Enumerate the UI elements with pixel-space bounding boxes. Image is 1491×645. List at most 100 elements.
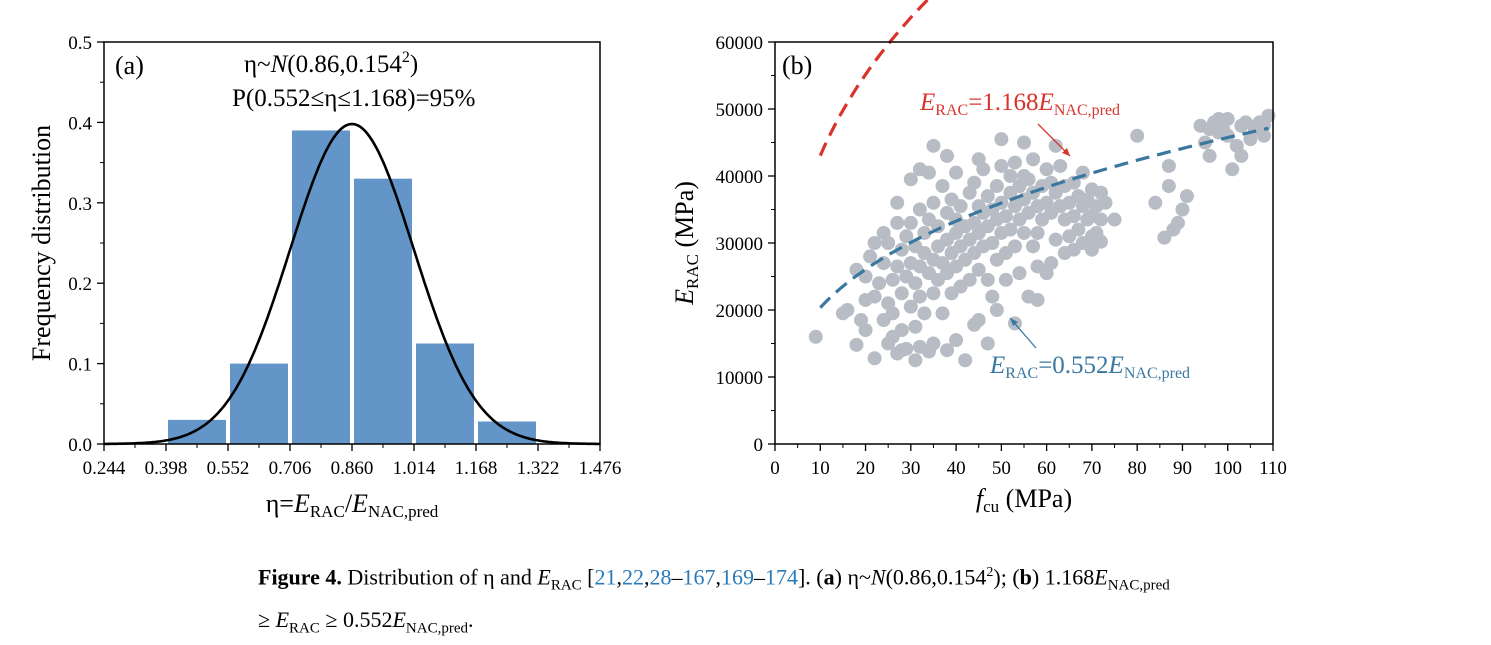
upper-arrow-head — [1062, 148, 1070, 156]
scatter-point — [840, 303, 855, 317]
caption-var: E — [1094, 564, 1108, 590]
x-axis-label-b: fcu (MPa) — [976, 484, 1072, 516]
y-tick-label: 0.2 — [68, 274, 92, 295]
caption-ref-link[interactable]: 169 — [720, 564, 754, 590]
y-tick-label: 0.4 — [68, 113, 92, 134]
scatter-point — [1179, 189, 1194, 204]
scatter-point — [926, 286, 941, 301]
scatter-point — [958, 353, 973, 368]
caption-text: Distribution of η and — [341, 564, 538, 590]
y-axis-label-a: Frequency distribution — [27, 125, 56, 361]
scatter-point — [890, 195, 905, 210]
scatter-point — [908, 319, 923, 334]
scatter-point — [885, 272, 900, 287]
scatter-point — [1256, 128, 1271, 143]
caption-sup: 2 — [986, 565, 994, 580]
scatter-point — [1093, 234, 1108, 249]
scatter-point — [899, 229, 914, 244]
scatter-point — [953, 199, 968, 214]
panel-b: 0 10 20 30 40 50 60 70 80 90 100 110 0 10000 20000 3000… — [670, 0, 1287, 516]
x-tick-label: 0.244 — [83, 458, 126, 479]
scatter-point — [1161, 158, 1176, 173]
caption-ref-link[interactable]: 22 — [621, 564, 644, 590]
scatter-point — [890, 259, 905, 274]
caption-ref-link[interactable]: 174 — [764, 564, 798, 590]
scatter-point — [980, 189, 995, 204]
panel-label-b: (b) — [782, 51, 812, 80]
caption-text: . — [467, 606, 474, 632]
x-tick-label: 1.476 — [579, 458, 622, 479]
scatter-point — [998, 272, 1013, 287]
caption-ref-link[interactable]: 21 — [594, 564, 617, 590]
scatter-point — [1026, 239, 1041, 254]
axis-ticks-b: 0 10 20 30 40 50 60 70 80 90 100 110 0 10000 20000 3000… — [716, 33, 1287, 479]
histogram-bar — [354, 178, 412, 444]
scatter-point — [971, 152, 986, 167]
scatter-point — [921, 344, 936, 359]
caption-text: ); ( — [993, 564, 1020, 590]
scatter-point — [912, 162, 927, 177]
scatter-point — [1066, 209, 1081, 224]
scatter-point — [989, 179, 1004, 194]
histogram-bar — [416, 343, 474, 444]
scatter-point — [908, 353, 923, 368]
scatter-point — [917, 306, 932, 321]
scatter-point — [876, 256, 891, 271]
distribution-annotation: η~N(0.86,0.1542) — [244, 49, 418, 78]
caption-var: E — [392, 606, 406, 632]
caption-text: ≥ 0.552 — [319, 606, 393, 632]
scatter-point — [912, 289, 927, 304]
caption-text: , — [643, 564, 650, 590]
caption-text: – — [671, 564, 683, 590]
scatter-point — [867, 351, 882, 366]
histogram-bar — [230, 363, 288, 444]
caption-var: E — [275, 606, 290, 632]
scatter-point — [912, 202, 927, 217]
scatter-point — [808, 329, 823, 344]
caption-text: – — [753, 564, 765, 590]
x-tick-label: 30 — [901, 458, 920, 479]
scatter-point — [1211, 112, 1226, 127]
y-tick-label: 50000 — [716, 100, 764, 121]
scatter-point — [1175, 202, 1190, 217]
scatter-point — [1053, 158, 1068, 173]
x-tick-label: 10 — [811, 458, 830, 479]
scatter-point — [1017, 225, 1031, 240]
scatter-point — [1012, 266, 1027, 281]
scatter-point — [1161, 179, 1176, 194]
x-tick-label: 100 — [1213, 458, 1242, 479]
scatter-point — [1048, 232, 1063, 247]
scatter-point — [940, 343, 955, 358]
scatter-point — [1193, 118, 1208, 133]
caption-ref-link[interactable]: 167 — [682, 564, 716, 590]
x-tick-label: 0.860 — [331, 458, 374, 479]
caption-sub: NAC,pred — [1107, 577, 1170, 594]
y-tick-label: 20000 — [716, 301, 764, 322]
x-tick-label: 0 — [770, 458, 780, 479]
x-tick-label: 20 — [856, 458, 875, 479]
axis-ticks-a: 0.244 0.398 0.552 0.706 0.860 1.014 1.168 1.322… — [68, 33, 621, 479]
scatter-point — [1256, 118, 1271, 133]
scatter-point — [935, 306, 950, 321]
histogram-bars — [168, 130, 536, 444]
scatter-point — [1007, 155, 1022, 170]
upper-bound-curve — [818, 0, 930, 157]
scatter-point — [1048, 138, 1063, 153]
lower-curve-label: ERAC=0.552ENAC,pred — [989, 352, 1190, 382]
scatter-point — [854, 313, 869, 328]
scatter-point — [903, 172, 918, 187]
caption-ref-link[interactable]: 28 — [649, 564, 672, 590]
scatter-point — [989, 303, 1004, 317]
upper-curve-label: ERAC=1.168ENAC,pred — [919, 89, 1120, 119]
scatter-point — [1234, 148, 1249, 163]
lower-bound-curve — [819, 126, 1269, 309]
scatter-point — [1021, 289, 1036, 304]
y-tick-label: 60000 — [716, 33, 764, 54]
scatter-point — [1225, 162, 1240, 177]
y-axis-label-b: ERAC (MPa) — [670, 181, 702, 306]
scatter-points — [808, 108, 1276, 368]
caption-sub: RAC — [289, 620, 320, 637]
x-axis-label-a: η=ERAC/ENAC,pred — [266, 489, 439, 521]
caption-text: ≥ — [258, 606, 276, 632]
caption-text: , — [616, 564, 622, 590]
